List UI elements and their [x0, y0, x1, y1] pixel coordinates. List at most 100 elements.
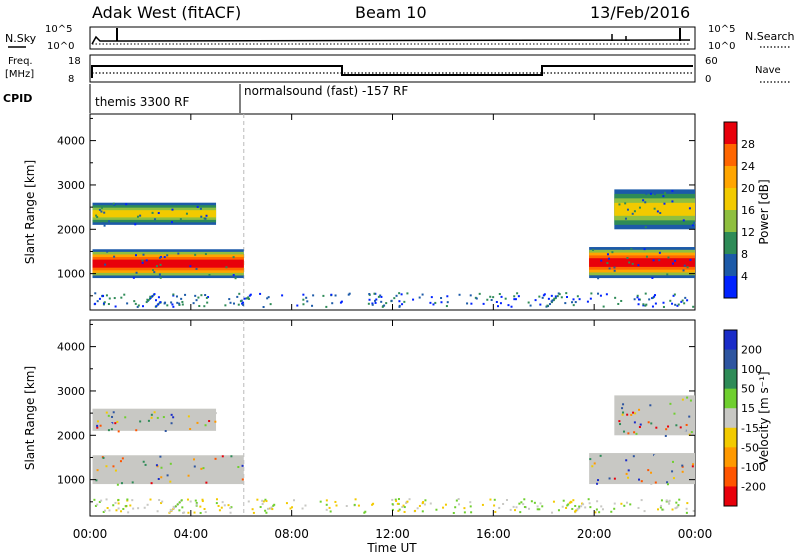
- near-range-speck: [674, 507, 677, 510]
- near-range-speck: [576, 507, 579, 510]
- velocity-speck: [164, 430, 167, 433]
- velocity-speck: [142, 460, 145, 463]
- near-range-speck: [262, 305, 265, 308]
- near-range-speck: [93, 498, 96, 501]
- near-range-speck: [470, 511, 473, 514]
- velocity-speck: [131, 481, 134, 484]
- near-range-speck: [558, 293, 561, 296]
- near-range-speck: [229, 511, 232, 514]
- near-range-speck: [421, 510, 424, 513]
- near-range-speck: [229, 301, 232, 304]
- near-range-speck: [620, 502, 623, 505]
- near-range-speck: [108, 297, 111, 300]
- power-speck: [145, 259, 148, 262]
- velocity-ylabel: Slant Range [km]: [23, 366, 37, 470]
- power-speck: [663, 202, 666, 205]
- near-range-speck: [126, 302, 129, 305]
- near-range-speck: [264, 498, 267, 501]
- velocity-band: [92, 455, 244, 485]
- near-range-speck: [129, 504, 132, 507]
- velocity-speck: [95, 479, 98, 482]
- velocity-speck: [160, 476, 163, 479]
- near-range-speck: [207, 296, 210, 299]
- near-range-speck: [271, 508, 274, 511]
- near-range-speck: [405, 501, 408, 504]
- velocity-speck: [241, 478, 244, 481]
- near-range-speck: [543, 293, 546, 296]
- near-range-speck: [397, 498, 400, 501]
- near-range-speck: [127, 511, 130, 514]
- near-range-speck: [147, 299, 150, 302]
- freq-tick-low: 8: [68, 74, 74, 85]
- velocity-speck: [136, 457, 139, 460]
- near-range-speck: [414, 509, 417, 512]
- near-range-speck: [391, 503, 394, 506]
- power-speck: [674, 259, 677, 262]
- near-range-speck: [502, 502, 505, 505]
- power-speck: [153, 271, 156, 274]
- velocity-speck: [114, 422, 117, 425]
- x-tick-label: 00:00: [678, 527, 713, 541]
- velocity-panel: 1000 2000 3000 4000 Slant Range [km]: [23, 319, 696, 517]
- near-range-speck: [181, 506, 184, 509]
- near-range-speck: [557, 509, 560, 512]
- power-speck: [152, 269, 155, 272]
- colorbar-tick-label: 4: [741, 270, 748, 283]
- near-range-speck: [142, 305, 145, 308]
- power-speck: [600, 259, 603, 262]
- power-speck: [686, 266, 689, 269]
- near-range-speck: [203, 305, 206, 308]
- freq-tick-high: 18: [68, 56, 81, 67]
- colorbar-swatch: [724, 466, 737, 487]
- colorbar-swatch: [724, 188, 737, 211]
- power-band-layer: [92, 259, 244, 268]
- velocity-speck: [593, 462, 596, 465]
- near-range-speck: [565, 292, 568, 295]
- power-speck: [204, 253, 207, 256]
- velocity-speck: [170, 413, 173, 416]
- power-speck: [155, 265, 158, 268]
- near-range-speck: [597, 292, 600, 295]
- cpid-segment-themis: themis 3300 RF: [95, 95, 189, 109]
- near-range-speck: [206, 301, 209, 304]
- near-range-speck: [481, 503, 484, 506]
- near-range-speck: [340, 300, 343, 303]
- near-range-speck: [567, 503, 570, 506]
- velocity-speck: [110, 428, 113, 431]
- near-range-speck: [391, 498, 394, 501]
- velocity-speck: [650, 482, 653, 485]
- near-range-speck: [644, 292, 647, 295]
- power-speck: [103, 211, 106, 214]
- near-range-speck: [517, 295, 520, 298]
- near-range-speck: [692, 305, 695, 308]
- near-range-speck: [393, 297, 396, 300]
- near-range-speck: [536, 505, 539, 508]
- near-range-speck: [94, 292, 97, 295]
- velocity-speck: [660, 461, 663, 464]
- power-speck: [653, 193, 656, 196]
- power-speck: [225, 266, 228, 269]
- near-range-speck: [572, 298, 575, 301]
- velocity-speck: [164, 411, 167, 414]
- colorbar-swatch: [724, 330, 737, 351]
- velocity-speck: [185, 462, 188, 465]
- colorbar-tick-label: 28: [741, 138, 755, 151]
- near-range-speck: [421, 293, 424, 296]
- near-range-speck: [143, 506, 146, 509]
- near-range-speck: [132, 507, 135, 510]
- near-range-speck: [115, 509, 118, 512]
- near-range-speck: [564, 302, 567, 305]
- near-range-speck: [590, 292, 593, 295]
- near-range-speck: [180, 297, 183, 300]
- colorbar-swatch: [724, 276, 737, 299]
- y-tick-label: 3000: [57, 385, 85, 398]
- velocity-speck: [666, 483, 669, 486]
- near-range-speck: [198, 305, 201, 308]
- velocity-speck: [685, 423, 688, 426]
- velocity-speck: [139, 420, 142, 423]
- power-speck: [195, 267, 198, 270]
- velocity-speck: [649, 404, 652, 407]
- noise-tick-high: 10^5: [45, 24, 72, 35]
- power-speck: [626, 256, 629, 259]
- near-range-speck: [126, 498, 129, 501]
